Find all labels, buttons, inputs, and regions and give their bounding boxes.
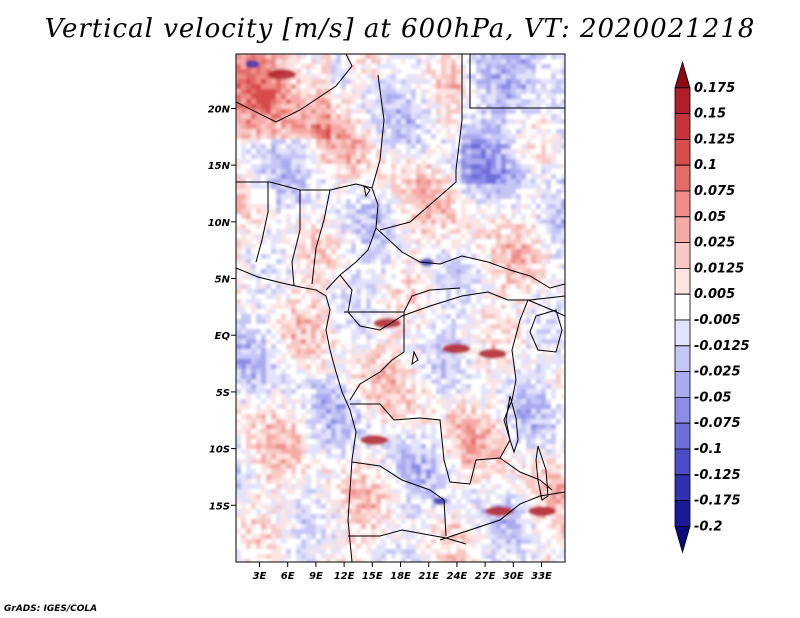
border-line — [291, 190, 301, 287]
colorbar-label: -0.005 — [694, 313, 741, 328]
border-line — [236, 181, 373, 191]
border-line — [403, 287, 461, 313]
colorbar-label: 0.125 — [694, 132, 735, 147]
colorbar-swatch — [674, 448, 691, 476]
colorbar-label: -0.125 — [694, 468, 741, 483]
colorbar-swatch — [674, 397, 691, 424]
colorbar-label: -0.0125 — [694, 339, 750, 354]
lon-tick-label: 3E — [253, 571, 267, 582]
border-line — [236, 54, 353, 123]
colorbar-swatch — [674, 190, 691, 218]
lon-tick-label: 6E — [281, 571, 295, 582]
lake-outline — [411, 350, 419, 366]
velocity-field — [236, 54, 565, 562]
colorbar-swatch — [674, 319, 691, 347]
border-line — [351, 461, 447, 537]
longitude-axis: 3E 6E 9E 12E 15E 18E 21E 24E 27E 30E 33E — [253, 562, 552, 582]
lat-tick-label: EQ — [215, 331, 231, 342]
colorbar-label: -0.2 — [694, 519, 722, 534]
lon-tick-label: 24E — [447, 571, 468, 582]
border-line — [348, 529, 467, 545]
colorbar-swatch — [674, 164, 691, 192]
lat-tick-label: 15S — [209, 501, 230, 512]
lon-tick-label: 21E — [418, 571, 439, 582]
border-line — [339, 274, 565, 331]
colorbar-label: 0.0125 — [694, 261, 744, 276]
lon-tick-label: 15E — [362, 571, 383, 582]
lake-outline — [363, 184, 371, 198]
colorbar-swatch — [674, 371, 691, 398]
colorbar-swatch — [674, 474, 691, 501]
colorbar-swatch — [674, 216, 691, 243]
colorbar-swatch — [674, 500, 691, 527]
colorbar-swatch — [674, 345, 691, 372]
colorbar-label: -0.075 — [694, 416, 741, 431]
border-line — [375, 227, 565, 289]
colorbar-label: -0.05 — [694, 390, 731, 405]
colorbar-swatch — [674, 242, 691, 269]
lon-tick-label: 33E — [531, 571, 552, 582]
border-line — [311, 189, 331, 285]
colorbar-label: 0.005 — [694, 287, 735, 302]
colorbar-label: -0.025 — [694, 365, 741, 380]
colorbar-swatch — [674, 139, 691, 166]
colorbar-label: 0.025 — [694, 236, 735, 251]
colorbar-swatch — [674, 113, 691, 140]
border-line — [350, 299, 529, 485]
latitude-axis: 20N 15N 10N 5N EQ 5S 10S 15S — [208, 104, 236, 512]
lat-tick-label: 10N — [208, 218, 231, 229]
border-line — [379, 54, 463, 231]
colorbar-swatch — [674, 293, 691, 321]
lat-tick-label: 20N — [208, 104, 231, 115]
colorbar-label: 0.05 — [694, 210, 726, 225]
lat-tick-label: 15N — [208, 161, 231, 172]
country-borders — [236, 54, 565, 562]
lon-tick-label: 9E — [309, 571, 323, 582]
colorbar-label: 0.175 — [694, 81, 735, 96]
colorbar-label: -0.1 — [694, 442, 722, 457]
border-line — [499, 457, 553, 491]
colorbar-swatch — [674, 268, 691, 295]
lake-outline — [535, 445, 549, 501]
colorbar-swatch — [674, 526, 691, 554]
lon-tick-label: 30E — [503, 571, 524, 582]
colorbar-swatch — [674, 422, 691, 450]
colorbar-label: 0.075 — [694, 184, 735, 199]
border-line — [439, 491, 565, 541]
lat-tick-label: 5S — [216, 388, 230, 399]
border-line — [469, 54, 565, 109]
footer-credit: GrADS: IGES/COLA — [4, 604, 98, 614]
colorbar-label: 0.15 — [694, 107, 726, 122]
colorbar: 0.175 0.15 0.125 0.1 0.075 0.05 0.025 0.0125 0.0… — [674, 60, 750, 554]
lon-tick-label: 27E — [475, 571, 496, 582]
border-line — [255, 182, 269, 263]
lon-tick-label: 18E — [390, 571, 411, 582]
lat-tick-label: 10S — [209, 445, 230, 456]
map-title: Vertical velocity [m/s] at 600hPa, VT: 2… — [44, 14, 756, 44]
colorbar-swatch — [674, 87, 691, 114]
lat-tick-label: 5N — [215, 275, 231, 286]
lake-outline — [529, 309, 563, 353]
lon-tick-label: 12E — [334, 571, 355, 582]
colorbar-label: 0.1 — [694, 158, 717, 173]
border-line — [527, 299, 565, 317]
lake-outline — [505, 395, 519, 454]
colorbar-swatch — [674, 60, 691, 89]
colorbar-label: -0.175 — [694, 494, 741, 509]
border-line — [371, 74, 385, 189]
